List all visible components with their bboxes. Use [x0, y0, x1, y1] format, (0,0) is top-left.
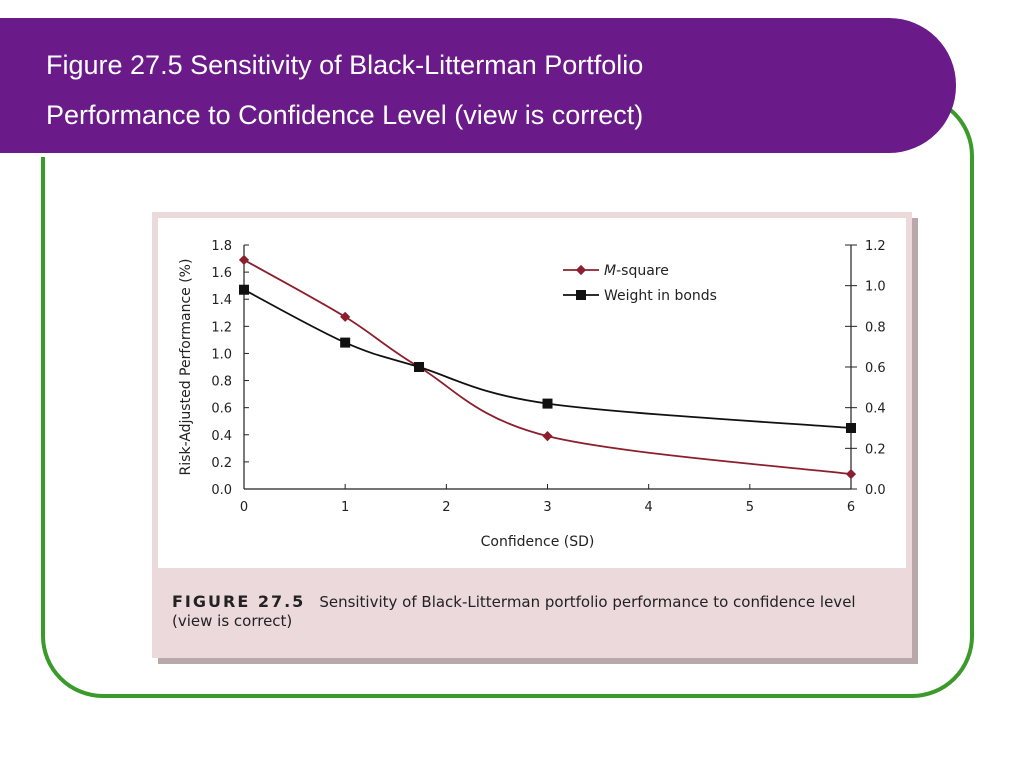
figure-caption: FIGURE 27.5 Sensitivity of Black-Litterma…	[172, 592, 892, 631]
y2-tick-label: 0.2	[865, 442, 886, 457]
legend-label-0: M-square	[604, 263, 669, 279]
slide-title: Figure 27.5 Sensitivity of Black-Litterm…	[46, 40, 926, 140]
y-tick-label: 0.2	[211, 456, 232, 471]
legend-label-1: Weight in bonds	[604, 288, 717, 304]
data-point-m-square	[238, 254, 250, 266]
slide-title-line-1: Figure 27.5 Sensitivity of Black-Litterm…	[46, 50, 644, 80]
legend-marker-diamond-icon	[575, 264, 587, 276]
x-tick-label: 2	[442, 500, 450, 515]
x-tick-label: 0	[240, 500, 248, 515]
y-tick-label: 0.6	[211, 402, 232, 417]
title-underline	[0, 153, 906, 157]
y-axis-title: Risk-Adjusted Performance (%)	[178, 259, 194, 476]
data-point-weight-in-bonds	[239, 284, 249, 295]
data-point-m-square	[845, 468, 857, 480]
x-tick-label: 4	[645, 500, 653, 515]
slide-title-line-2: Performance to Confidence Level (view is…	[46, 100, 644, 130]
y2-tick-label: 1.2	[865, 239, 886, 254]
figure-caption-text: Sensitivity of Black-Litterman portfolio…	[172, 593, 856, 630]
axes: 0 1 2 3 4 5 6 0.0 0.2 0.4 0.6 0.8 1.0 1.2 1.4 1.6 1.8 0.0…	[178, 239, 886, 550]
y2-tick-label: 0.8	[865, 320, 886, 335]
series-line-0	[243, 259, 852, 475]
y2-tick-label: 0.0	[865, 483, 886, 498]
y-tick-label: 0.0	[211, 483, 232, 498]
x-axis-title: Confidence (SD)	[481, 534, 595, 550]
x-tick-label: 5	[746, 500, 754, 515]
series-line-1	[243, 288, 852, 429]
legend: M-square Weight in bonds	[563, 263, 717, 304]
y2-tick-label: 0.4	[865, 402, 886, 417]
y-tick-label: 1.4	[211, 293, 232, 308]
x-tick-label: 6	[847, 500, 855, 515]
y2-tick-label: 0.6	[865, 361, 886, 376]
y-tick-label: 1.0	[211, 347, 232, 362]
y-tick-label: 1.2	[211, 320, 232, 335]
y-tick-label: 0.8	[211, 375, 232, 390]
x-tick-label: 1	[341, 500, 349, 515]
y-tick-label: 0.4	[211, 429, 232, 444]
y-tick-label: 1.8	[211, 239, 232, 254]
plot-area	[158, 218, 906, 568]
title-bar: Figure 27.5 Sensitivity of Black-Litterm…	[0, 18, 956, 157]
data-point-weight-in-bonds	[414, 362, 425, 372]
x-tick-label: 3	[543, 500, 551, 515]
data-point-m-square	[340, 311, 351, 322]
data-point-weight-in-bonds	[846, 423, 856, 433]
y2-tick-label: 1.0	[865, 280, 886, 295]
data-point-weight-in-bonds	[542, 398, 553, 409]
figure-caption-label: FIGURE 27.5	[172, 592, 306, 611]
data-point-weight-in-bonds	[340, 337, 351, 348]
series-layer	[238, 254, 857, 480]
data-point-m-square	[542, 431, 553, 442]
y-tick-label: 1.6	[211, 266, 232, 281]
legend-marker-square-icon	[576, 290, 586, 300]
